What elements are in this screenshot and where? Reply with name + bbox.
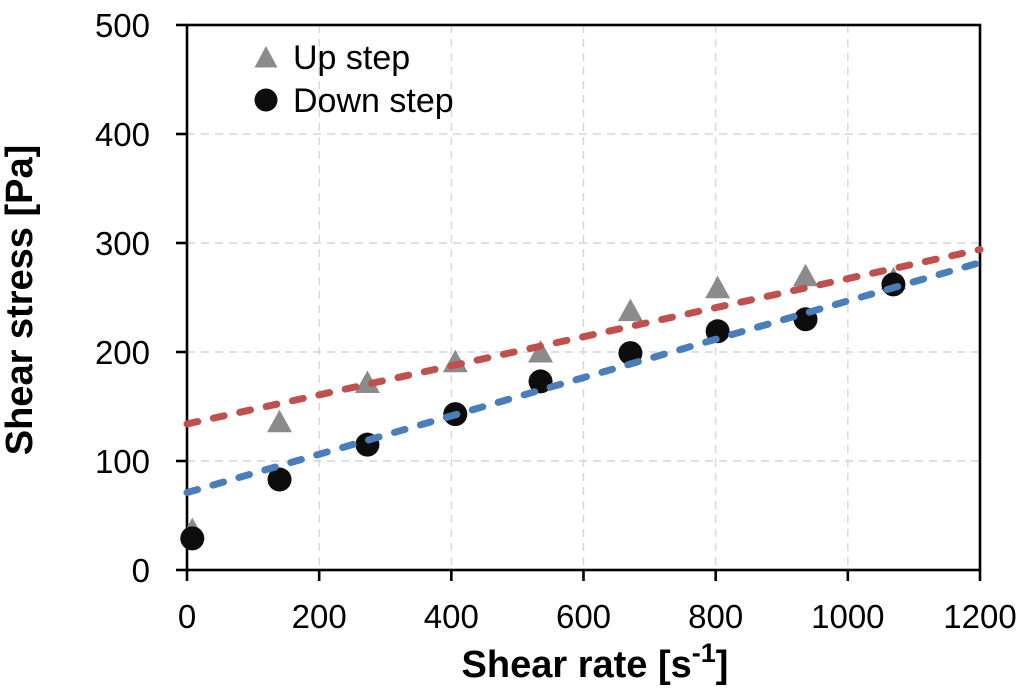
down-step-data-point [180,526,205,551]
x-axis-tick-label: 400 [424,598,479,635]
legend: Up step Down step [254,39,454,120]
legend-up-step-marker-triangle-icon [254,46,278,68]
up-step-data-point [528,340,554,363]
x-axis-tick-label: 800 [688,598,743,635]
up-step-data-point [354,370,380,394]
up-step-fit-line [183,246,984,428]
y-axis-tick-label: 500 [95,7,150,44]
up-step-data-point [617,298,643,322]
down-step-fit-line [183,259,984,497]
y-axis-tick-label: 400 [95,116,150,153]
y-axis-title: Shear stress [Pa] [0,145,41,456]
y-axis-tick-label: 300 [95,225,150,262]
down-step-data-point [267,467,292,492]
series-down-step [180,272,906,551]
gridlines [187,25,980,570]
up-step-data-point [442,349,468,373]
up-step-data-point [705,275,731,299]
series-up-step [179,263,906,541]
x-axis-tick-label: 0 [178,598,196,635]
x-axis-tick-label: 1200 [943,598,1016,635]
y-axis-tick-label: 0 [132,552,150,589]
y-axis-tick-label: 100 [95,443,150,480]
up-step-data-point [793,263,819,287]
trendlines [183,246,984,497]
up-step-data-point [267,409,293,433]
x-axis-tick-label: 600 [556,598,611,635]
legend-up-step-label: Up step [293,39,410,77]
axis-tick-labels: 0 200 400 600 800 1000 1200 0 100 200 300 400 500 [95,7,1017,635]
legend-down-step-label: Down step [293,82,454,120]
x-axis-title: Shear rate [s-1] [462,638,729,686]
legend-down-step-marker-circle-icon [254,88,278,112]
axis-ticks [176,23,982,581]
x-axis-tick-label: 200 [292,598,347,635]
x-axis-tick-label: 1000 [811,598,884,635]
y-axis-tick-label: 200 [95,334,150,371]
